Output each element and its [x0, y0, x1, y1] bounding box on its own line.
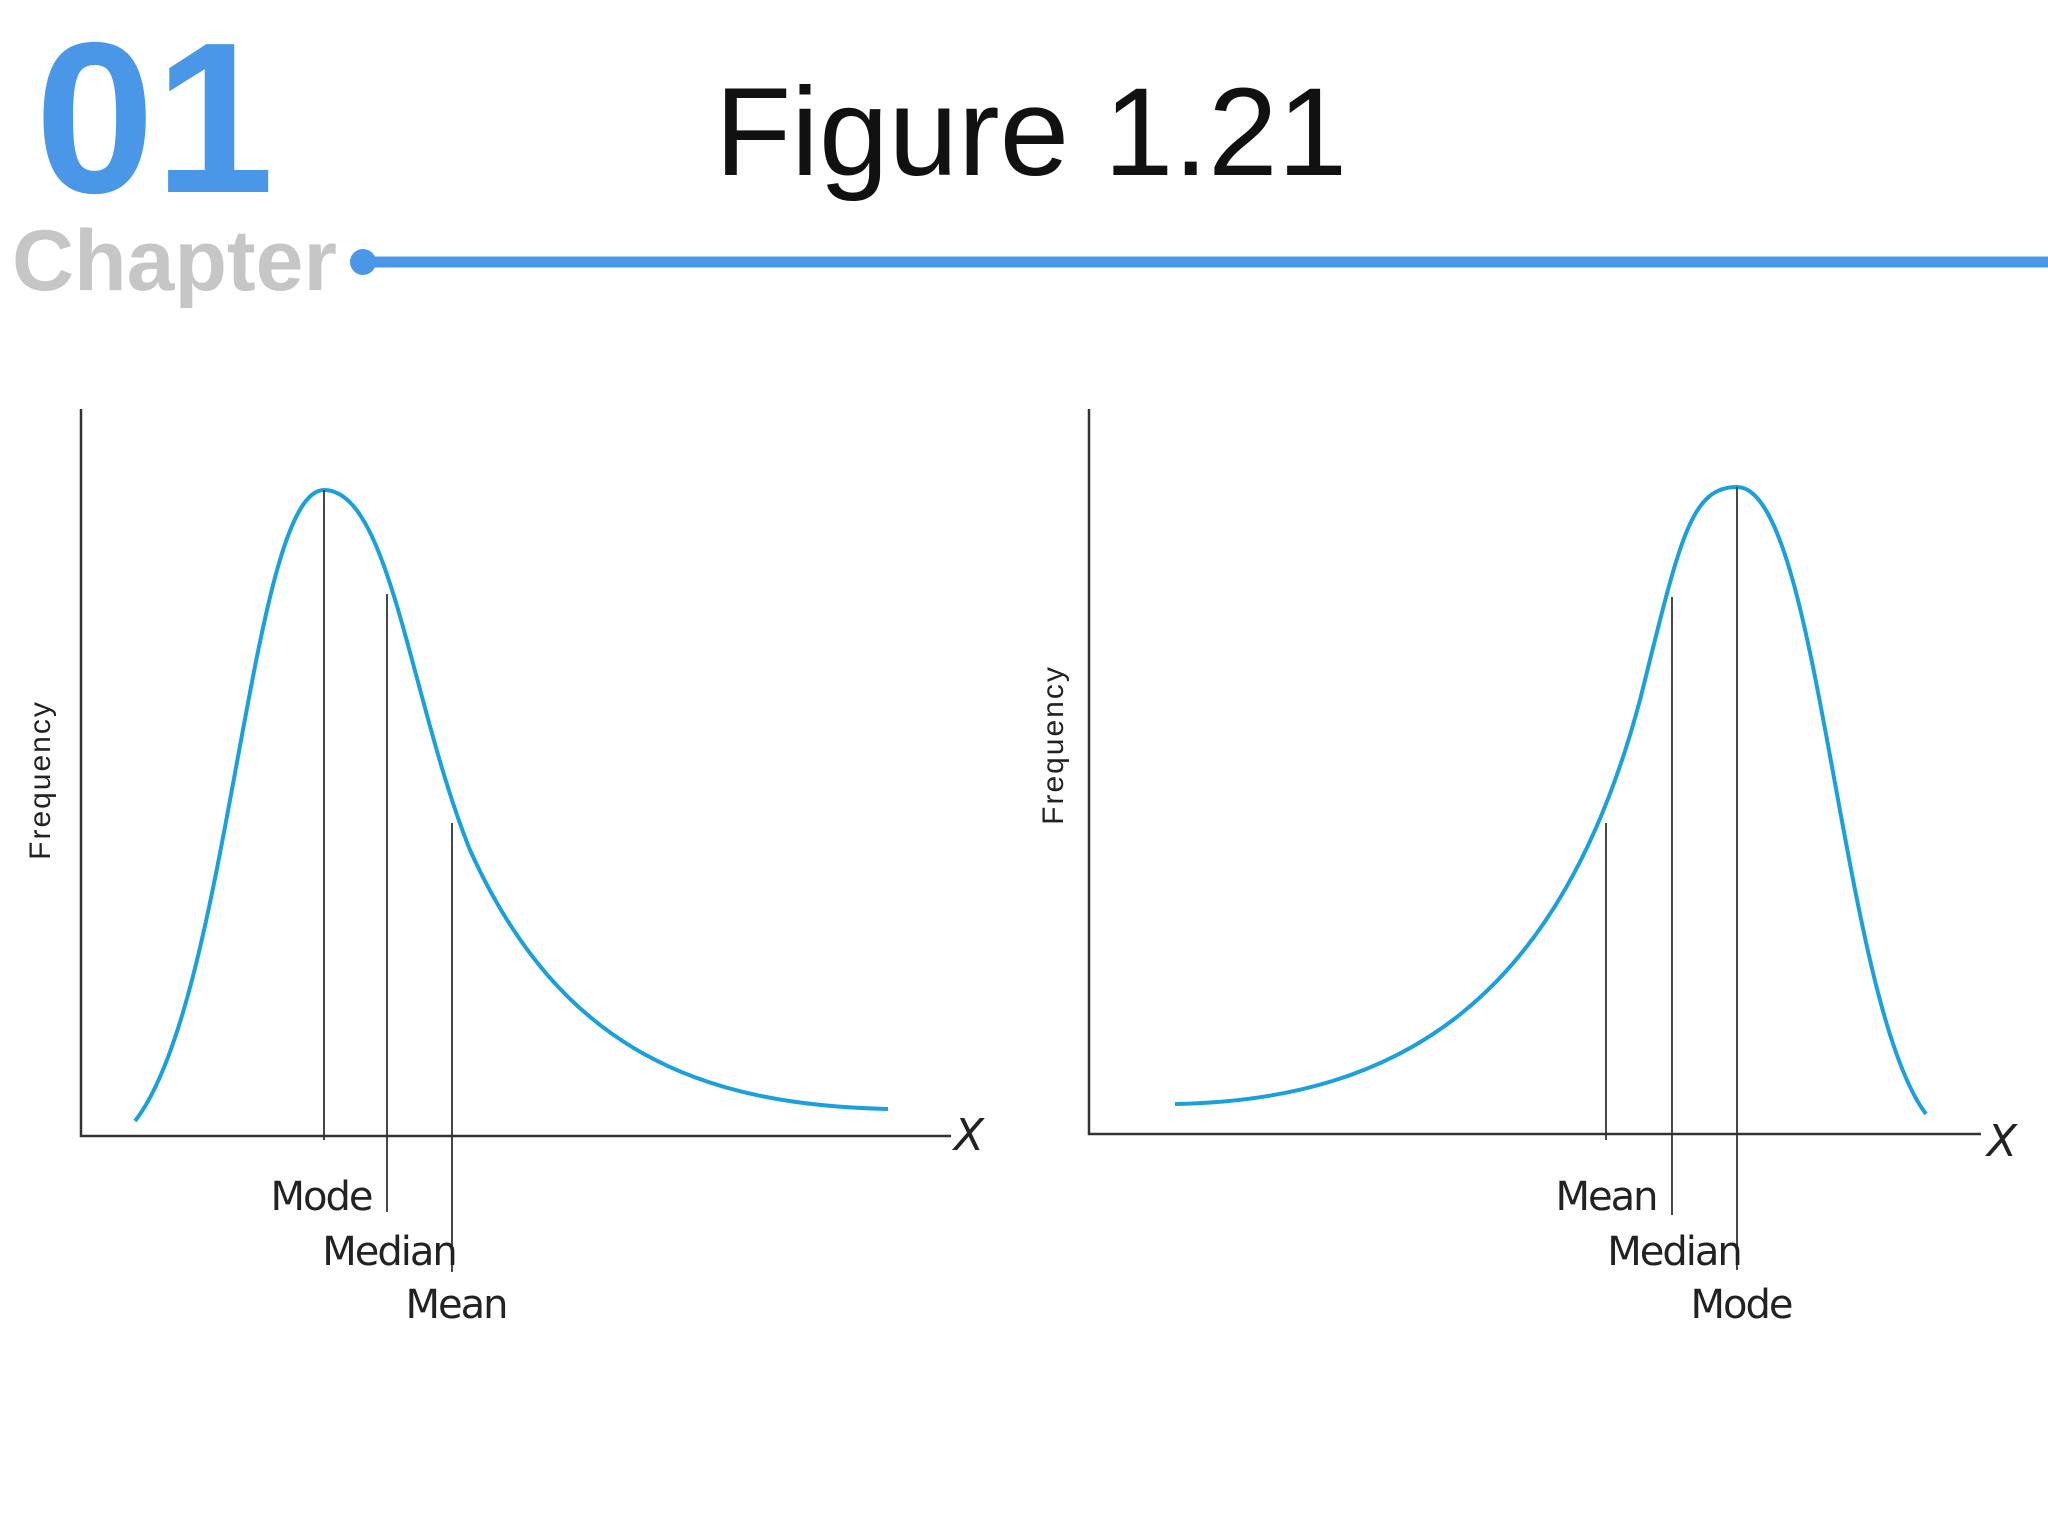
axes [79, 409, 951, 1138]
panel-left: Mode Median Mean X Frequency [24, 409, 985, 1328]
chapter-label: Chapter [12, 213, 337, 309]
marker-label: Mean [1556, 1174, 1657, 1220]
marker-label: Mean [406, 1282, 507, 1328]
x-axis-label: X [1985, 1116, 2018, 1167]
marker-label: Median [322, 1229, 456, 1275]
marker-label: Mode [271, 1174, 372, 1220]
y-axis-label: Frequency [1037, 665, 1070, 825]
curve [133, 487, 889, 1123]
header-dot [350, 249, 376, 275]
y-axis-label: Frequency [24, 700, 57, 860]
axes [1087, 409, 1981, 1136]
x-axis-label: X [952, 1110, 985, 1161]
slide-title: Figure 1.21 [715, 63, 1347, 202]
panel-right: Mean Median Mode X Frequency [1037, 409, 2018, 1328]
curve [1174, 484, 1928, 1116]
chapter-number: 01 [35, 0, 274, 238]
marker-label: Median [1607, 1229, 1741, 1275]
marker-label: Mode [1691, 1282, 1792, 1328]
